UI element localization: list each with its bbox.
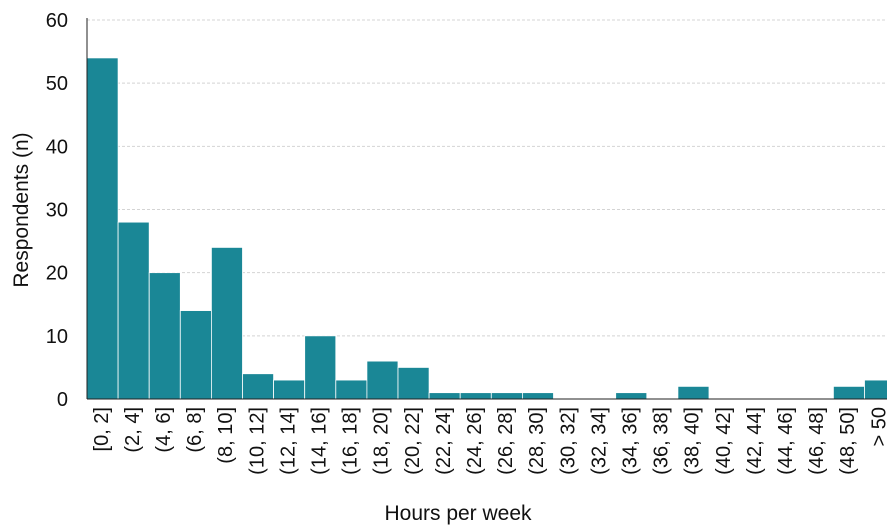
x-tick-label: (20, 22] [402, 407, 424, 475]
x-tick-label: (18, 20] [371, 407, 393, 475]
gridlines [87, 19, 887, 337]
bar [864, 379, 887, 400]
x-tick-label: (26, 28] [495, 407, 517, 475]
x-tick-label: (2, 4] [122, 407, 144, 453]
bar [615, 392, 648, 400]
y-tick-label: 30 [46, 200, 68, 222]
bars [86, 57, 887, 400]
x-tick-label: > 50 [868, 407, 887, 446]
x-tick-label: (28, 30] [526, 407, 548, 475]
x-tick-label: (38, 40] [682, 407, 704, 475]
bar [833, 385, 865, 400]
x-tick-label: (40, 42] [713, 407, 735, 475]
y-tick-label: 50 [46, 73, 68, 95]
x-tick-label: (42, 44] [744, 407, 766, 475]
bar [428, 392, 461, 400]
x-tick-label: (10, 12] [246, 407, 268, 475]
x-tick-labels: [0, 2] (2, 4] (4, 6] (6, 8] (8, 10] (10, 12] (… [91, 407, 887, 475]
bar [397, 367, 430, 400]
y-tick-label: 60 [46, 10, 68, 32]
x-tick-label: (32, 34] [588, 407, 610, 475]
bar [522, 392, 554, 400]
bar [273, 379, 306, 400]
bar [242, 373, 275, 400]
bar [459, 392, 492, 400]
x-tick-label: (36, 38] [651, 407, 673, 475]
x-tick-label: (8, 10] [215, 407, 237, 464]
y-axis-title: Respondents (n) [10, 132, 33, 287]
bar [86, 57, 119, 400]
x-tick-label: (22, 24] [433, 407, 455, 475]
x-tick-label: (24, 26] [464, 407, 486, 475]
bar [304, 335, 337, 400]
bar [335, 379, 368, 400]
y-tick-label: 0 [57, 389, 68, 411]
x-tick-label: (44, 46] [775, 407, 797, 475]
x-tick-label: (14, 16] [309, 407, 331, 475]
y-tick-label: 20 [46, 263, 68, 285]
bar [117, 221, 150, 400]
bar [210, 246, 243, 400]
x-axis-title: Hours per week [384, 502, 532, 525]
bar [677, 385, 710, 400]
bar [179, 310, 212, 400]
bar [490, 392, 523, 400]
x-tick-label: (4, 6] [153, 407, 175, 453]
x-tick-label: (48, 50] [837, 407, 859, 475]
x-tick-label: (30, 32] [557, 407, 579, 475]
x-tick-label: (12, 14] [277, 407, 299, 475]
bar [366, 360, 399, 400]
bar [148, 272, 181, 400]
y-tick-labels: 0 10 20 30 40 50 60 [46, 10, 68, 411]
x-tick-label: (46, 48] [806, 407, 828, 475]
x-tick-label: [0, 2] [91, 407, 113, 451]
x-tick-label: (6, 8] [184, 407, 206, 453]
x-tick-label: (16, 18] [340, 407, 362, 475]
y-tick-label: 10 [46, 326, 68, 348]
x-tick-label: (34, 36] [620, 407, 642, 475]
y-tick-label: 40 [46, 136, 68, 158]
